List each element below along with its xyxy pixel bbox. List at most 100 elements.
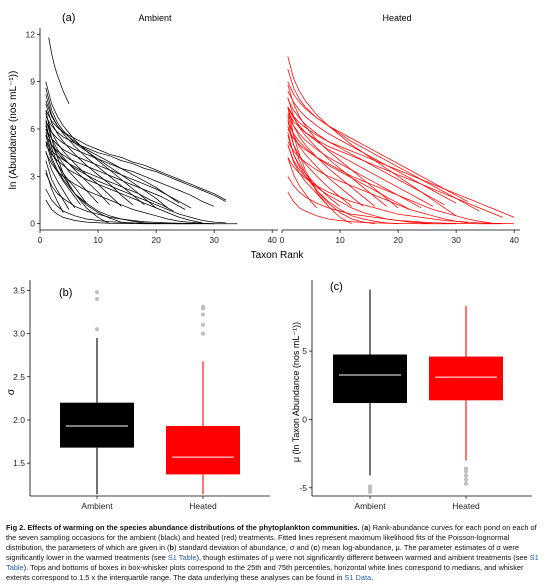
facet-title-ambient: Ambient	[138, 13, 172, 23]
ambient-rank-abundance-curve	[45, 94, 145, 206]
caption-letter-c: c	[313, 543, 318, 552]
ambient-rank-abundance-curve	[45, 113, 122, 207]
caption-part: ). Tops and bottoms of boxes in box-whis…	[6, 563, 524, 582]
caption-part: ), though estimates of μ were not signif…	[196, 553, 530, 562]
panel-c-label: (c)	[330, 281, 343, 293]
caption-part: (	[359, 523, 365, 532]
heated-rank-abundance-curve	[287, 122, 410, 210]
panel-b-boxes	[60, 290, 240, 495]
heated-outlier-point	[201, 331, 205, 336]
heated-curves	[287, 56, 515, 225]
x-tick-label: 40	[509, 235, 519, 245]
panel-a-label: (a)	[62, 12, 75, 24]
heated-rank-abundance-curve	[287, 119, 375, 225]
ambient-box	[333, 354, 407, 404]
x-tick-label: 0	[280, 235, 285, 245]
heated-rank-abundance-curve	[287, 144, 433, 225]
x-tick-label: 20	[393, 235, 403, 245]
y-axis-label-mu: μ (ln Taxon Abundance (nos mL⁻¹))	[291, 322, 301, 462]
ambient-rank-abundance-curve	[45, 132, 87, 204]
panel-b-axes: 1.5 2.0 2.5 3.0 3.5 Ambient Heated	[13, 280, 270, 511]
y-tick-label: 3.0	[13, 329, 25, 339]
y-tick-label: 12	[26, 29, 36, 39]
x-tick-label-ambient: Ambient	[81, 501, 113, 511]
heated-outlier-point	[201, 322, 205, 327]
y-tick-label: 1.5	[13, 458, 25, 468]
y-axis-label-sigma: σ	[6, 388, 17, 395]
ambient-rank-abundance-curve	[45, 103, 134, 206]
caption-letter-b: b	[169, 543, 175, 552]
x-tick-label: 30	[209, 235, 219, 245]
ambient-facet-axes: 0 10 20 30 40 0 3 6 9 12	[26, 28, 278, 245]
panel-c-axes: -5 0 5 Ambient Heated	[299, 280, 532, 511]
heated-outlier-point	[201, 306, 205, 311]
y-tick-label: 5	[302, 346, 307, 356]
figure-caption: Fig 2. Effects of warming on the species…	[6, 523, 548, 583]
ambient-outlier-point	[368, 487, 372, 492]
heated-outlier-point	[464, 466, 468, 471]
panel-c-mu-boxplot: (c) μ (ln Taxon Abundance (nos mL⁻¹)) -5…	[291, 280, 532, 511]
heated-rank-abundance-curve	[287, 128, 492, 224]
figure-2: (a) Ambient Heated Taxon Rank ln (Abunda…	[6, 12, 532, 511]
caption-title: Fig 2. Effects of warming on the species…	[6, 523, 360, 532]
caption-link-s1-data[interactable]: S1 Data	[344, 573, 372, 582]
heated-rank-abundance-curve	[287, 106, 515, 218]
heated-rank-abundance-curve	[287, 56, 457, 217]
heated-box	[166, 426, 240, 475]
ambient-outlier-point	[95, 290, 99, 295]
panel-b-sigma-boxplot: (b) σ 1.5 2.0 2.5 3.0 3.5 Ambient Heated	[6, 280, 270, 511]
x-axis-label-taxon-rank: Taxon Rank	[251, 250, 305, 261]
heated-outlier-point	[201, 312, 205, 317]
heated-rank-abundance-curve	[287, 84, 399, 209]
heated-rank-abundance-curve	[287, 97, 387, 207]
y-tick-label: 3.5	[13, 285, 25, 295]
ambient-rank-abundance-curve	[45, 141, 81, 206]
heated-rank-abundance-curve	[287, 132, 399, 225]
x-tick-label: 30	[451, 235, 461, 245]
x-tick-label: 10	[93, 235, 103, 245]
heated-rank-abundance-curve	[287, 106, 434, 207]
heated-rank-abundance-curve	[287, 125, 352, 207]
heated-box	[429, 356, 503, 401]
ambient-rank-abundance-curve	[45, 100, 180, 204]
ambient-rank-abundance-curve	[45, 150, 76, 209]
ambient-rank-abundance-curve	[45, 144, 203, 224]
caption-link-s1-table[interactable]: S1 Table	[6, 553, 539, 572]
caption-link-s1-table[interactable]: S1 Table	[167, 553, 197, 562]
heated-rank-abundance-curve	[287, 68, 480, 212]
ambient-rank-abundance-curve	[45, 160, 70, 210]
caption-part: ) mean log-abundance, μ. The parameter e…	[6, 543, 519, 562]
heated-rank-abundance-curve	[287, 135, 341, 207]
ambient-rank-abundance-curve	[45, 152, 215, 225]
ambient-rank-abundance-curve	[48, 37, 70, 104]
ambient-rank-abundance-curve	[45, 81, 157, 209]
x-tick-label-heated: Heated	[452, 501, 480, 511]
ambient-outlier-point	[95, 297, 99, 302]
x-tick-label-ambient: Ambient	[354, 501, 386, 511]
ambient-box	[60, 402, 134, 448]
y-tick-label: 0	[302, 414, 307, 424]
ambient-rank-abundance-curve	[45, 199, 191, 225]
heated-rank-abundance-curve	[287, 144, 329, 207]
caption-part: ) Rank-abundance curves for each pond on…	[6, 523, 537, 552]
ambient-rank-abundance-curve	[45, 116, 226, 202]
heated-rank-abundance-curve	[287, 157, 318, 209]
x-tick-label: 40	[267, 235, 277, 245]
y-axis-label-abundance: ln (Abundance (nos mL⁻¹))	[8, 71, 19, 190]
y-tick-label: 2.0	[13, 415, 25, 425]
caption-part: ) standard deviation of abundance, σ and…	[174, 543, 314, 552]
caption-letter-a: a	[364, 523, 369, 532]
heated-rank-abundance-curve	[287, 116, 364, 207]
heated-rank-abundance-curve	[287, 106, 352, 225]
ambient-rank-abundance-curve	[45, 122, 133, 225]
y-tick-label: 0	[30, 219, 35, 229]
heated-outlier-point	[464, 469, 468, 474]
caption-part: .	[371, 573, 374, 582]
ambient-rank-abundance-curve	[45, 128, 226, 224]
heated-outlier-point	[464, 473, 468, 478]
heated-rank-abundance-curve	[287, 112, 503, 218]
ambient-curves	[45, 37, 238, 225]
y-tick-label: 2.5	[13, 372, 25, 382]
ambient-outlier-point	[368, 484, 372, 489]
heated-rank-abundance-curve	[287, 90, 457, 204]
